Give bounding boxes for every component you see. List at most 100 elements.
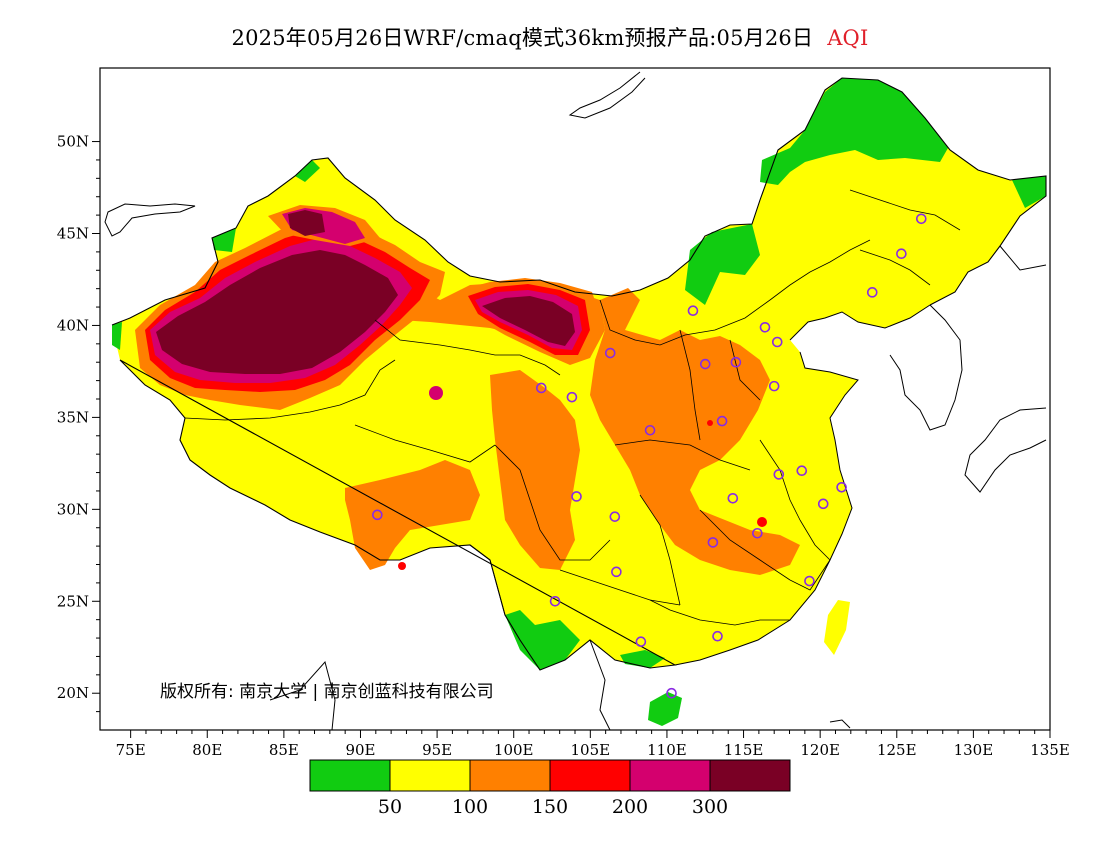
legend-swatch: [389, 759, 471, 792]
border-gansu: [374, 319, 561, 376]
station-marker: [730, 356, 742, 368]
station-marker: [549, 595, 561, 607]
y-tick-label: 20N: [57, 684, 89, 702]
aqi-spot-tibet-red: [398, 562, 406, 570]
coast-shandong: [674, 351, 859, 666]
y-tick-label: 30N: [57, 500, 89, 518]
x-tick-label: 90E: [345, 741, 375, 759]
map-title-variable: AQI: [827, 26, 869, 50]
legend-label: 200: [612, 796, 648, 818]
legend-label: 300: [692, 796, 728, 818]
legend-swatch: [469, 759, 551, 792]
border-sichuan: [494, 444, 611, 561]
map-title: 2025年05月26日WRF/cmaq模式36km预报产品:05月26日 AQI: [0, 22, 1100, 52]
latitude-axis: 50N 45N 40N 35N 30N 25N 20N: [57, 133, 100, 713]
aqi-zone-yili-green: [212, 228, 236, 252]
x-tick-label: 105E: [571, 741, 611, 759]
station-marker: [796, 465, 808, 477]
coast-bohai: [789, 304, 931, 341]
copyright-text: 版权所有: 南京大学 | 南京创蓝科技有限公司: [160, 682, 494, 702]
station-marker: [836, 481, 847, 493]
aqi-zone-tibet-orange: [345, 460, 480, 570]
border-fujian: [789, 559, 831, 591]
station-marker: [571, 491, 582, 502]
coast-russia-east: [999, 245, 1047, 271]
aqi-fields: [112, 78, 1046, 726]
station-marker: [768, 380, 780, 392]
aqi-spot-shanxi-red: [707, 420, 713, 426]
border-zhejiang: [799, 519, 831, 561]
coast-caspian: [104, 203, 196, 237]
border-guangdong: [649, 599, 790, 626]
aqi-zone-dzungaria-maroon: [288, 210, 325, 236]
x-tick-label: 110E: [647, 741, 687, 759]
map-plot-area: [104, 71, 1047, 730]
china-outline: [111, 77, 1047, 671]
station-marker: [604, 347, 616, 359]
aqi-zone-alxa-maroon: [482, 296, 575, 346]
aqi-color-legend: 50 100 150 200 300: [309, 759, 791, 818]
station-marker: [635, 636, 647, 648]
station-marker: [566, 391, 578, 403]
x-tick-label: 100E: [494, 741, 534, 759]
x-tick-label: 115E: [724, 741, 764, 759]
station-marker: [771, 336, 783, 348]
legend-label: 150: [532, 796, 568, 818]
station-marker: [611, 566, 622, 578]
coast-sakhalin: [568, 71, 646, 119]
border-jiangxi: [699, 509, 791, 581]
aqi-zone-hulunbuir-green: [685, 224, 760, 305]
station-marker: [609, 511, 621, 522]
station-marker: [896, 248, 907, 260]
aqi-zone-altai-green: [295, 160, 320, 182]
y-tick-label: 45N: [57, 225, 89, 243]
y-tick-label: 50N: [57, 133, 89, 151]
taiwan-island: [824, 600, 850, 655]
station-marker: [817, 498, 829, 510]
city-station-markers: [372, 213, 927, 699]
hainan-island: [648, 692, 682, 726]
aqi-zone-kashgar-green: [112, 322, 122, 350]
border-heilongjiang: [849, 189, 961, 231]
border-shanxi: [679, 329, 701, 441]
station-marker: [644, 424, 656, 436]
station-marker: [752, 527, 763, 539]
x-tick-label: 85E: [269, 741, 299, 759]
legend-swatch: [549, 759, 631, 792]
aqi-zone-tarim-maroon: [156, 250, 398, 374]
legend-swatch: [629, 759, 711, 792]
station-marker: [687, 305, 699, 317]
legend-swatch: [709, 759, 791, 792]
x-tick-label: 80E: [192, 741, 222, 759]
station-marker: [773, 469, 785, 480]
longitude-axis: 75E 80E 85E 90E 95E 100E 105E 110E 115E 120E 125E 1…: [116, 730, 1070, 759]
border-inner-mongolia: [599, 239, 871, 346]
station-marker: [666, 687, 677, 699]
coastlines: [104, 71, 1047, 730]
aqi-zone-central-orange: [490, 370, 580, 570]
border-henan: [614, 439, 751, 471]
aqi-spot-qinghai-red: [429, 386, 443, 400]
border-hebei: [729, 339, 761, 401]
legend-label: 100: [452, 796, 488, 818]
x-tick-label: 95E: [422, 741, 452, 759]
x-tick-label: 120E: [800, 741, 840, 759]
coast-bay-bengal: [269, 660, 336, 730]
station-marker: [707, 537, 719, 548]
station-marker: [535, 382, 547, 394]
aqi-zone-northeast-green: [760, 78, 948, 185]
coast-japan: [964, 407, 1047, 493]
station-marker: [727, 492, 739, 504]
border-xinjiang-tibet: [184, 359, 396, 421]
aqi-zone-north-orange: [590, 288, 800, 575]
station-marker: [866, 287, 878, 298]
station-marker: [915, 213, 927, 225]
station-marker: [804, 575, 815, 587]
border-anhui: [759, 439, 801, 521]
station-marker: [372, 509, 383, 521]
coast-korea: [889, 304, 963, 431]
y-tick-label: 25N: [57, 592, 89, 610]
x-tick-label: 125E: [877, 741, 917, 759]
station-marker: [759, 321, 771, 333]
legend-label: 50: [378, 796, 402, 818]
